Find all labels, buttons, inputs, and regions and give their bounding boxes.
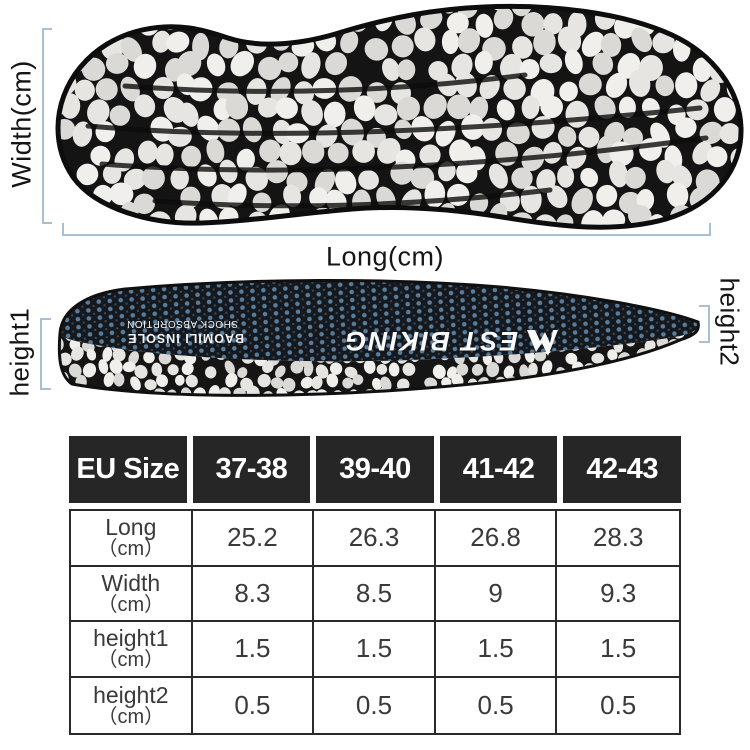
- value-cell: 26.3: [314, 511, 436, 567]
- value-cell: 8.5: [314, 566, 436, 622]
- value-cell: 25.2: [192, 511, 315, 567]
- long-label: Long(cm): [325, 241, 445, 272]
- long-measure-bracket: [62, 223, 711, 236]
- height1-measure-bracket: [40, 318, 51, 390]
- size-table-body: Long （cm） 25.2 26.3 26.8 28.3 Width （cm）…: [69, 509, 681, 735]
- value-cell: 0.5: [314, 677, 436, 733]
- height2-measure-bracket: [699, 305, 710, 343]
- insole-bottom-view: [55, 3, 744, 230]
- value-cell: 1.5: [557, 622, 679, 678]
- brand-logo-w-icon: [527, 330, 558, 356]
- height1-label: height1: [4, 307, 35, 397]
- header-cell-size4: 42-43: [563, 436, 681, 503]
- side-band: [59, 322, 700, 396]
- value-cell: 1.5: [314, 622, 436, 678]
- width-label: Width(cm): [6, 60, 37, 188]
- header-cell-size3: 41-42: [439, 436, 558, 503]
- value-cell: 1.5: [435, 622, 558, 678]
- value-cell: 8.3: [192, 566, 315, 622]
- row-label: Long （cm）: [71, 511, 193, 567]
- size-table-header: EU Size 37-38 39-40 41-42 42-43: [69, 436, 681, 503]
- row-label: height2 （cm）: [71, 677, 193, 733]
- header-cell-size1: 37-38: [192, 436, 311, 503]
- print-line1: BAOMILI INSOLE: [127, 331, 244, 345]
- header-cell-size2: 39-40: [316, 436, 434, 503]
- value-cell: 26.8: [435, 511, 558, 567]
- row-label: height1 （cm）: [71, 622, 193, 678]
- brand-text: EST BIKING: [343, 326, 518, 356]
- value-cell: 0.5: [600, 689, 637, 720]
- header-cell-eu-size: EU Size: [69, 436, 187, 503]
- insole-rim: [55, 3, 744, 230]
- value-cell: 1.5: [192, 622, 315, 678]
- brand-print: EST BIKING: [343, 326, 558, 356]
- value-cell: 0.5: [436, 677, 558, 733]
- insole-side-view: EST BIKING BAOMILI INSOLE SHOCK ABSORPTI…: [57, 278, 700, 397]
- print-line2: SHOCK ABSORPTION: [127, 318, 238, 329]
- flex-grooves: [85, 72, 709, 209]
- value-cell: 9: [435, 566, 558, 622]
- size-table: EU Size 37-38 39-40 41-42 42-43 Long （cm…: [69, 436, 681, 735]
- row-label: Width （cm）: [71, 566, 193, 622]
- height2-label: height2: [714, 277, 745, 367]
- value-cell: 9.3: [557, 567, 679, 622]
- value-cell: 0.5: [193, 677, 315, 733]
- width-measure-bracket: [42, 28, 52, 224]
- value-cell: 28.3: [557, 511, 679, 567]
- side-outline: [57, 278, 700, 397]
- insole-print-text: BAOMILI INSOLE SHOCK ABSORPTION: [127, 318, 244, 345]
